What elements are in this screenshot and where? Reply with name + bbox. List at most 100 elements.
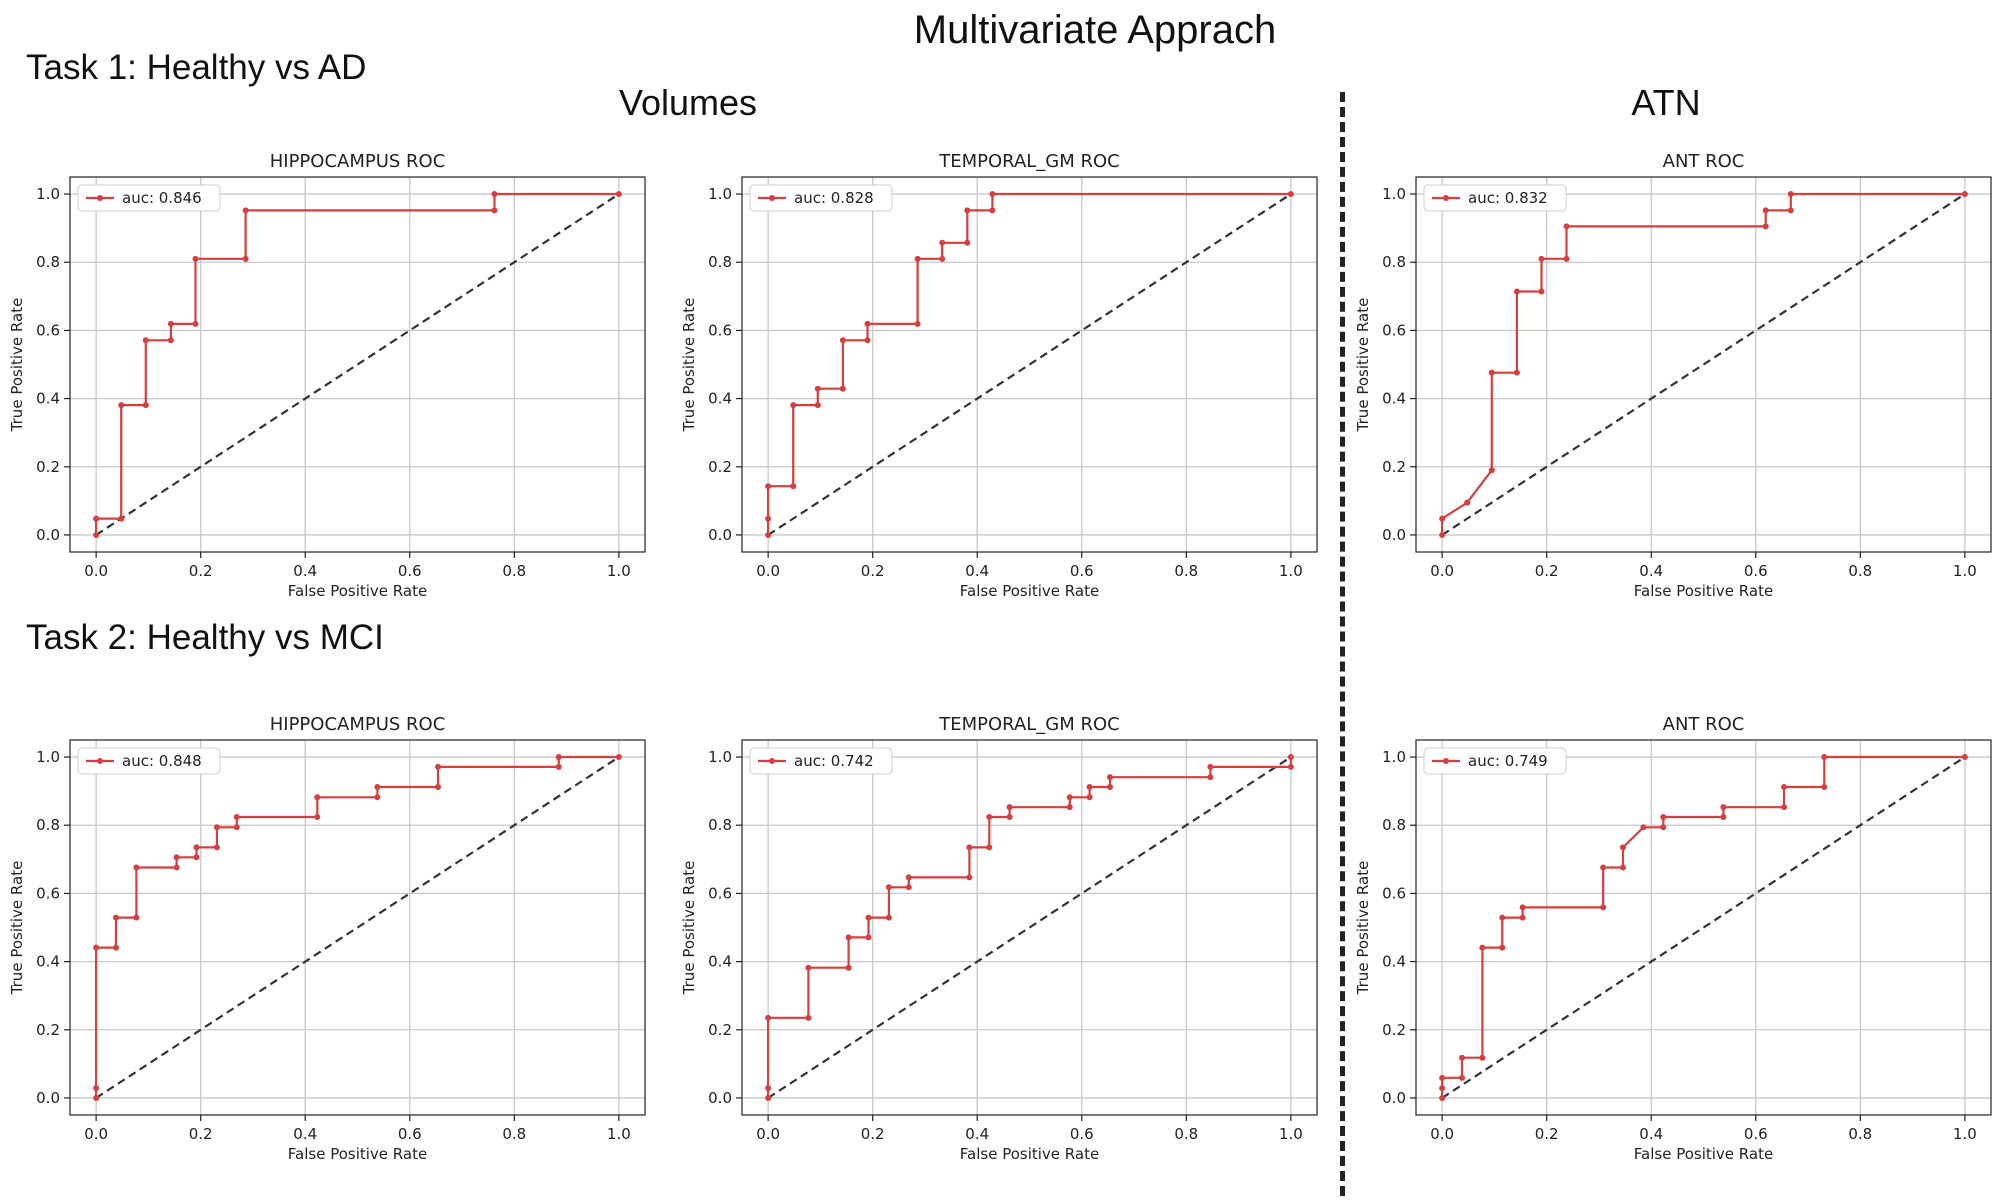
roc-point [765,531,772,538]
roc-point [1538,255,1545,262]
y-tick-label: 0.8 [36,816,60,834]
roc-point [1086,784,1093,791]
y-tick-label: 0.2 [708,458,732,476]
roc-point [1787,191,1794,198]
y-tick-label: 0.4 [708,953,732,971]
roc-point [1439,1085,1446,1092]
volumes-header: Volumes [618,82,758,123]
roc-point [1066,794,1073,801]
x-tick-label: 1.0 [607,1125,631,1143]
x-tick-label: 0.0 [84,562,108,580]
x-tick-label: 0.2 [1535,562,1559,580]
x-tick-label: 0.2 [189,562,213,580]
roc-point [1519,904,1526,911]
roc-point [1660,814,1667,821]
x-tick-label: 0.6 [1744,562,1768,580]
roc-point [964,239,971,246]
roc-point [615,191,622,198]
x-tick-label: 0.8 [1174,1125,1198,1143]
roc-point [905,884,912,891]
plot-title: ANT ROC [1663,151,1745,172]
y-tick-label: 0.0 [36,526,60,544]
x-axis-label: False Positive Rate [288,582,427,600]
roc-point [1762,207,1769,214]
task2-label: Task 2: Healthy vs MCI [26,618,384,657]
legend-label: auc: 0.832 [1468,189,1548,207]
roc-point [1086,794,1093,801]
y-axis-label: True Positive Rate [680,298,698,433]
roc-point [805,1014,812,1021]
roc-chart-t1-ant: ANT ROC 0.0 0.0 0.2 0.2 0.4 0.4 0.6 0.6 0.8 0.8 1.0… [1354,151,1992,600]
y-tick-label: 0.6 [1382,884,1406,902]
roc-chart-t2-hippocampus: HIPPOCAMPUS ROC 0.0 0.0 0.2 0.2 0.4 0.4 0.6 0.6 0… [8,714,646,1163]
roc-point [314,814,321,821]
roc-point [93,1094,100,1101]
roc-point [765,1014,772,1021]
x-tick-label: 0.4 [965,1125,989,1143]
roc-point [939,239,946,246]
roc-chart-t2-ant: ANT ROC 0.0 0.0 0.2 0.2 0.4 0.4 0.6 0.6 0.8 0.8 1.0… [1354,714,1992,1163]
x-tick-label: 0.8 [502,1125,526,1143]
chance-line [1441,756,1966,1099]
roc-point [1660,824,1667,831]
roc-point [1513,369,1520,376]
roc-point [233,814,240,821]
y-tick-label: 0.0 [36,1089,60,1107]
legend-label: auc: 0.848 [122,752,202,770]
roc-point [1006,814,1013,821]
x-tick-label: 0.6 [1070,562,1094,580]
roc-point [839,385,846,392]
roc-point [555,763,562,770]
roc-point [213,824,220,831]
y-tick-label: 1.0 [36,185,60,203]
x-tick-label: 0.0 [756,1125,780,1143]
legend-marker [97,195,103,201]
roc-point [142,402,149,409]
roc-point [192,320,199,327]
roc-point [242,207,249,214]
x-tick-label: 0.4 [1639,1125,1663,1143]
roc-point [374,794,381,801]
plot-frame [1415,176,1992,553]
roc-point [790,402,797,409]
y-tick-label: 0.4 [1382,390,1406,408]
legend-box [749,184,893,212]
x-tick-label: 0.2 [861,562,885,580]
y-tick-label: 0.0 [708,526,732,544]
roc-point [1207,763,1214,770]
roc-point [1600,904,1607,911]
legend-label: auc: 0.828 [794,189,874,207]
roc-point [1720,814,1727,821]
x-tick-label: 0.6 [1070,1125,1094,1143]
roc-point [939,255,946,262]
roc-point [839,337,846,344]
roc-curve [1440,192,1965,535]
chance-line [767,756,1292,1099]
y-tick-label: 0.8 [1382,253,1406,271]
roc-point [966,874,973,881]
roc-point [1720,804,1727,811]
roc-point [113,914,119,921]
x-tick-label: 0.6 [398,1125,422,1143]
y-tick-label: 0.4 [708,390,732,408]
roc-point [113,944,119,951]
roc-point [1563,223,1570,230]
roc-point [1563,255,1570,262]
y-tick-label: 0.2 [36,1021,60,1039]
x-tick-label: 0.0 [1430,1125,1454,1143]
y-tick-label: 0.4 [36,953,60,971]
x-tick-label: 0.2 [1535,1125,1559,1143]
roc-point [1513,288,1520,295]
y-axis-label: True Positive Rate [1354,298,1372,433]
plot-title: TEMPORAL_GM ROC [938,151,1119,172]
roc-point [555,754,562,761]
x-axis-label: False Positive Rate [1634,1145,1773,1163]
roc-point [142,337,149,344]
legend-box [77,184,221,212]
roc-point [491,191,498,198]
y-axis-label: True Positive Rate [8,861,26,996]
x-tick-label: 0.0 [756,562,780,580]
roc-point [1439,531,1446,538]
roc-curve [94,755,619,1098]
roc-point [864,320,871,327]
